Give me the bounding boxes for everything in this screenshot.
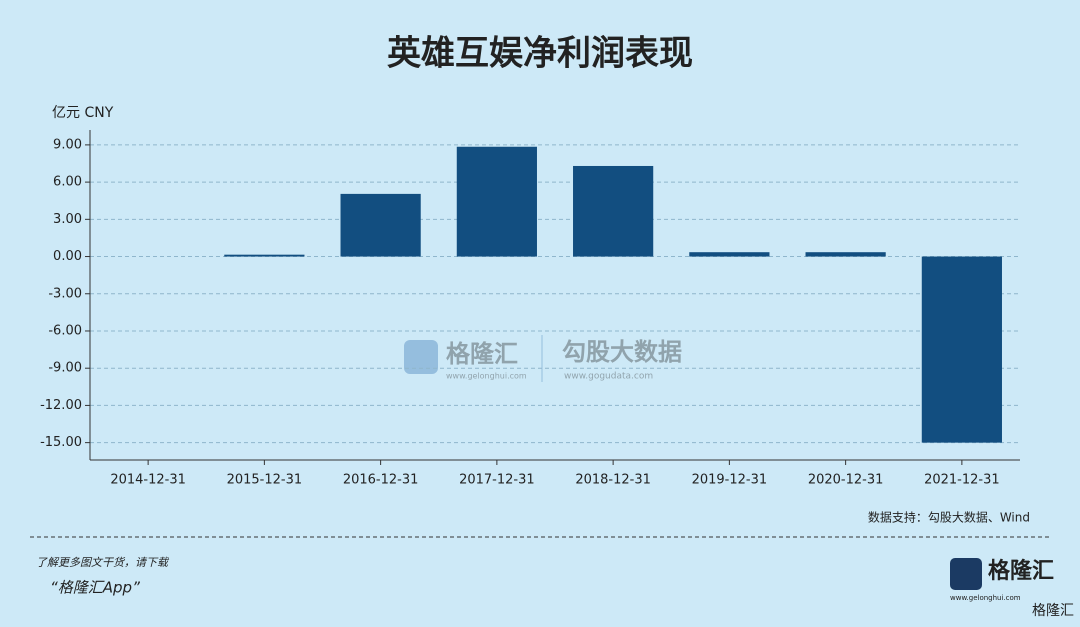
bar bbox=[805, 252, 886, 257]
bar bbox=[689, 252, 770, 257]
watermark-partner: 勾股大数据 bbox=[562, 338, 682, 366]
footer-line1: 了解更多图文干货，请下载 bbox=[36, 556, 170, 569]
x-tick-label: 2014-12-31 bbox=[110, 473, 186, 488]
x-tick-label: 2021-12-31 bbox=[924, 473, 1000, 488]
x-tick-label: 2019-12-31 bbox=[692, 473, 768, 488]
bar bbox=[224, 254, 305, 257]
bar bbox=[340, 193, 421, 257]
corner-mark: 格隆汇 bbox=[1032, 603, 1074, 619]
source-note: 数据支持：勾股大数据、Wind bbox=[868, 510, 1030, 525]
x-tick-label: 2015-12-31 bbox=[227, 473, 303, 488]
logo-url: www.gelonghui.com bbox=[950, 594, 1021, 602]
watermark-url: www.gelonghui.com bbox=[446, 372, 527, 381]
y-tick-label: 0.00 bbox=[53, 249, 82, 264]
y-tick-label: 3.00 bbox=[53, 212, 82, 227]
chart-title: 英雄互娱净利润表现 bbox=[387, 34, 693, 74]
x-tick-label: 2018-12-31 bbox=[575, 473, 651, 488]
logo-name: 格隆汇 bbox=[988, 558, 1054, 584]
x-tick-label: 2017-12-31 bbox=[459, 473, 535, 488]
y-tick-label: -9.00 bbox=[48, 361, 82, 376]
logo-icon bbox=[950, 558, 982, 590]
watermark-partner-url: www.gogudata.com bbox=[564, 372, 653, 382]
watermark-name: 格隆汇 bbox=[446, 340, 518, 368]
watermark: 格隆汇 www.gelonghui.com 勾股大数据 www.gogudata… bbox=[404, 335, 682, 382]
footer-line2: “格隆汇App” bbox=[50, 579, 140, 597]
x-tick-label: 2020-12-31 bbox=[808, 473, 884, 488]
watermark-logo bbox=[404, 340, 438, 374]
y-tick-label: -6.00 bbox=[48, 323, 82, 338]
bar bbox=[456, 146, 537, 257]
y-tick-label: -12.00 bbox=[40, 398, 82, 413]
x-tick-label: 2016-12-31 bbox=[343, 473, 419, 488]
y-tick-label: -3.00 bbox=[48, 286, 82, 301]
y-tick-label: -15.00 bbox=[40, 435, 82, 450]
bar bbox=[573, 165, 654, 257]
y-axis-label: 亿元 CNY bbox=[52, 105, 114, 121]
bar bbox=[921, 256, 1002, 443]
y-tick-label: 9.00 bbox=[53, 137, 82, 152]
y-tick-label: 6.00 bbox=[53, 175, 82, 190]
